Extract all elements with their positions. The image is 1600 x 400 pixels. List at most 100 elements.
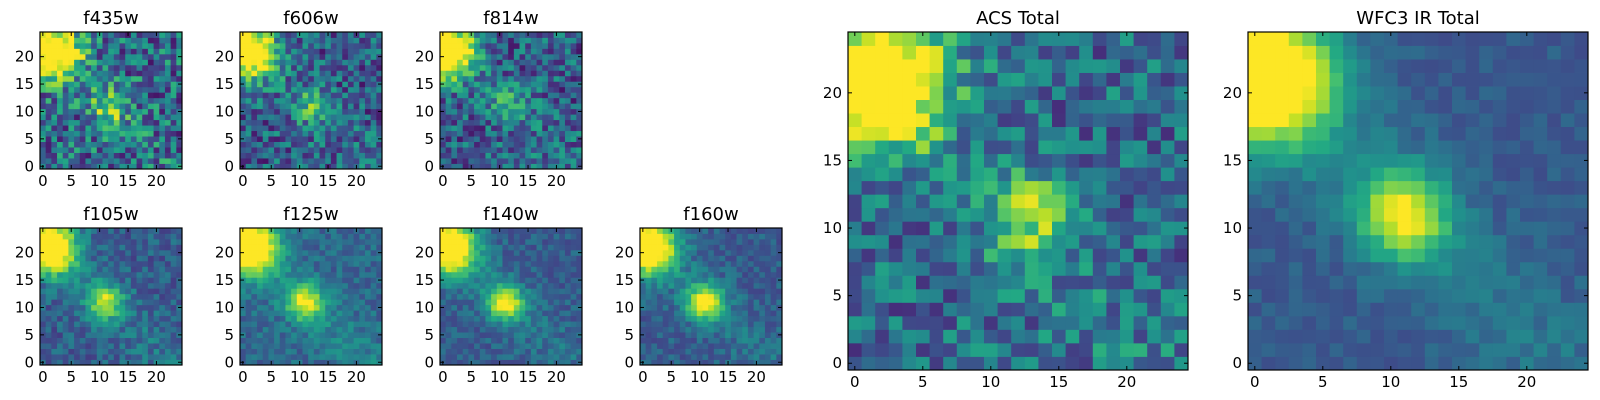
heatmap-cell <box>457 266 464 273</box>
heatmap-cell <box>359 163 366 170</box>
heatmap-cell <box>502 42 509 49</box>
heatmap-cell <box>474 141 481 148</box>
heatmap-cell <box>302 64 309 71</box>
heatmap-cell <box>943 194 958 209</box>
heatmap-cell <box>57 119 64 126</box>
heatmap-cell <box>702 299 709 306</box>
heatmap-cell <box>125 299 132 306</box>
heatmap-cell <box>274 266 281 273</box>
heatmap-cell <box>997 180 1012 195</box>
heatmap-cell <box>570 310 577 317</box>
heatmap-cell <box>502 147 509 153</box>
heatmap-cell <box>325 75 332 82</box>
heatmap-cell <box>176 48 183 55</box>
heatmap-cell <box>502 271 509 278</box>
heatmap-cell <box>57 125 64 132</box>
heatmap-cell <box>159 233 166 240</box>
heatmap-cell <box>479 321 486 328</box>
heatmap-cell <box>736 326 743 333</box>
x-tick-label: 0 <box>238 368 248 386</box>
heatmap-cell <box>279 238 286 245</box>
heatmap-cell <box>468 343 475 349</box>
heatmap-cell <box>1133 248 1148 263</box>
heatmap-cell <box>370 304 377 311</box>
heatmap-cell <box>308 32 315 38</box>
heatmap-cell <box>142 48 149 55</box>
heatmap-cell <box>542 125 549 132</box>
heatmap-cell <box>136 108 143 115</box>
heatmap-cell <box>130 136 137 142</box>
heatmap-cell <box>330 293 337 300</box>
heatmap-cell <box>519 282 526 289</box>
heatmap-cell <box>747 332 754 338</box>
heatmap-cell <box>240 97 247 104</box>
heatmap-cell <box>576 92 583 99</box>
heatmap-cell <box>79 70 86 77</box>
heatmap-cell <box>268 130 275 137</box>
y-tick-label: 20 <box>415 244 434 262</box>
heatmap-cell <box>997 234 1012 249</box>
heatmap-cell <box>251 147 258 153</box>
heatmap-cell <box>319 64 326 71</box>
heatmap-cell <box>130 158 137 164</box>
heatmap-cell <box>102 288 109 295</box>
heatmap-cell <box>445 163 452 170</box>
heatmap-cell <box>547 315 554 322</box>
heatmap-cell <box>347 103 354 110</box>
heatmap-cell <box>176 141 183 148</box>
heatmap-cell <box>302 97 309 104</box>
heatmap-cell <box>916 153 930 168</box>
heatmap-cell <box>153 130 160 137</box>
heatmap-cell <box>1147 234 1162 249</box>
heatmap-cell <box>457 354 464 360</box>
heatmap-cell <box>74 108 81 115</box>
heatmap-cell <box>685 348 692 355</box>
heatmap-cell <box>136 48 143 55</box>
heatmap-cell <box>119 293 126 300</box>
heatmap-cell <box>164 119 172 126</box>
heatmap-cell <box>91 326 98 333</box>
heatmap-cell <box>708 354 715 360</box>
heatmap-cell <box>468 282 475 289</box>
heatmap-cell <box>502 81 509 88</box>
heatmap-cell <box>68 64 75 71</box>
heatmap-cell <box>457 260 464 267</box>
heatmap-cell <box>536 299 543 306</box>
heatmap-cell <box>336 299 343 306</box>
heatmap-cell <box>657 238 664 245</box>
heatmap-cell <box>353 315 360 322</box>
heatmap-cell <box>662 266 669 273</box>
heatmap-cell <box>147 310 154 317</box>
heatmap-cell <box>519 81 526 88</box>
heatmap-cell <box>268 277 275 284</box>
heatmap-cell <box>668 233 675 240</box>
heatmap-cell <box>257 81 264 88</box>
heatmap-cell <box>370 97 377 104</box>
heatmap-cell <box>313 310 320 317</box>
heatmap-cell <box>530 158 537 164</box>
heatmap-cell <box>125 238 132 245</box>
heatmap-cell <box>1147 180 1162 195</box>
heatmap-cell <box>776 244 783 251</box>
heatmap-cell <box>462 147 469 153</box>
heatmap-cell <box>359 315 366 322</box>
heatmap-cell <box>536 59 543 66</box>
heatmap-cell <box>479 304 486 311</box>
heatmap-cell <box>479 299 486 306</box>
heatmap-cell <box>79 130 86 137</box>
heatmap-cell <box>445 249 452 256</box>
heatmap-cell <box>984 207 998 222</box>
heatmap-cell <box>125 244 132 251</box>
heatmap-cell <box>496 86 503 93</box>
heatmap-cell <box>370 255 377 262</box>
heatmap-cell <box>170 326 177 333</box>
heatmap-cell <box>1120 248 1134 263</box>
heatmap-cell <box>68 260 75 267</box>
heatmap-cell <box>125 332 132 338</box>
heatmap-cell <box>296 271 303 278</box>
heatmap-cell <box>91 233 98 240</box>
heatmap-cell <box>125 348 132 355</box>
heatmap-cell <box>296 70 303 77</box>
heatmap-cell <box>268 266 275 273</box>
heatmap-cell <box>142 119 149 126</box>
